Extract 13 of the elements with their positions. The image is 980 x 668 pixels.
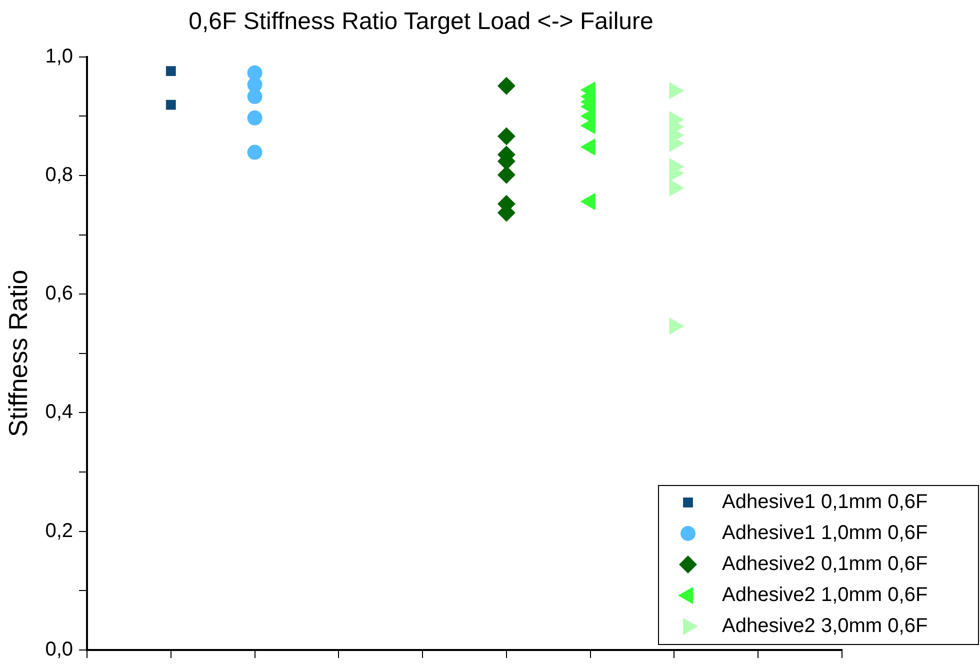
- y-tick-label: 0,6: [45, 282, 74, 305]
- chart-title: 0,6F Stiffness Ratio Target Load <-> Failure: [188, 8, 654, 36]
- legend-label: Adhesive2 3,0mm 0,6F: [722, 615, 928, 638]
- y-tick-label: 1,0: [45, 45, 74, 68]
- legend-label: Adhesive2 1,0mm 0,6F: [722, 584, 928, 606]
- legend-label: Adhesive2 0,1mm 0,6F: [722, 553, 928, 576]
- y-tick-label: 0,4: [45, 401, 74, 424]
- y-axis-title: Stiffness Ratio: [2, 270, 33, 437]
- legend-label: Adhesive1 1,0mm 0,6F: [722, 522, 928, 544]
- y-tick-label: 0,2: [45, 520, 74, 542]
- y-tick-label: 0,8: [45, 164, 74, 186]
- y-tick-label: 0,0: [45, 638, 74, 661]
- legend-label: Adhesive1 0,1mm 0,6F: [722, 491, 928, 514]
